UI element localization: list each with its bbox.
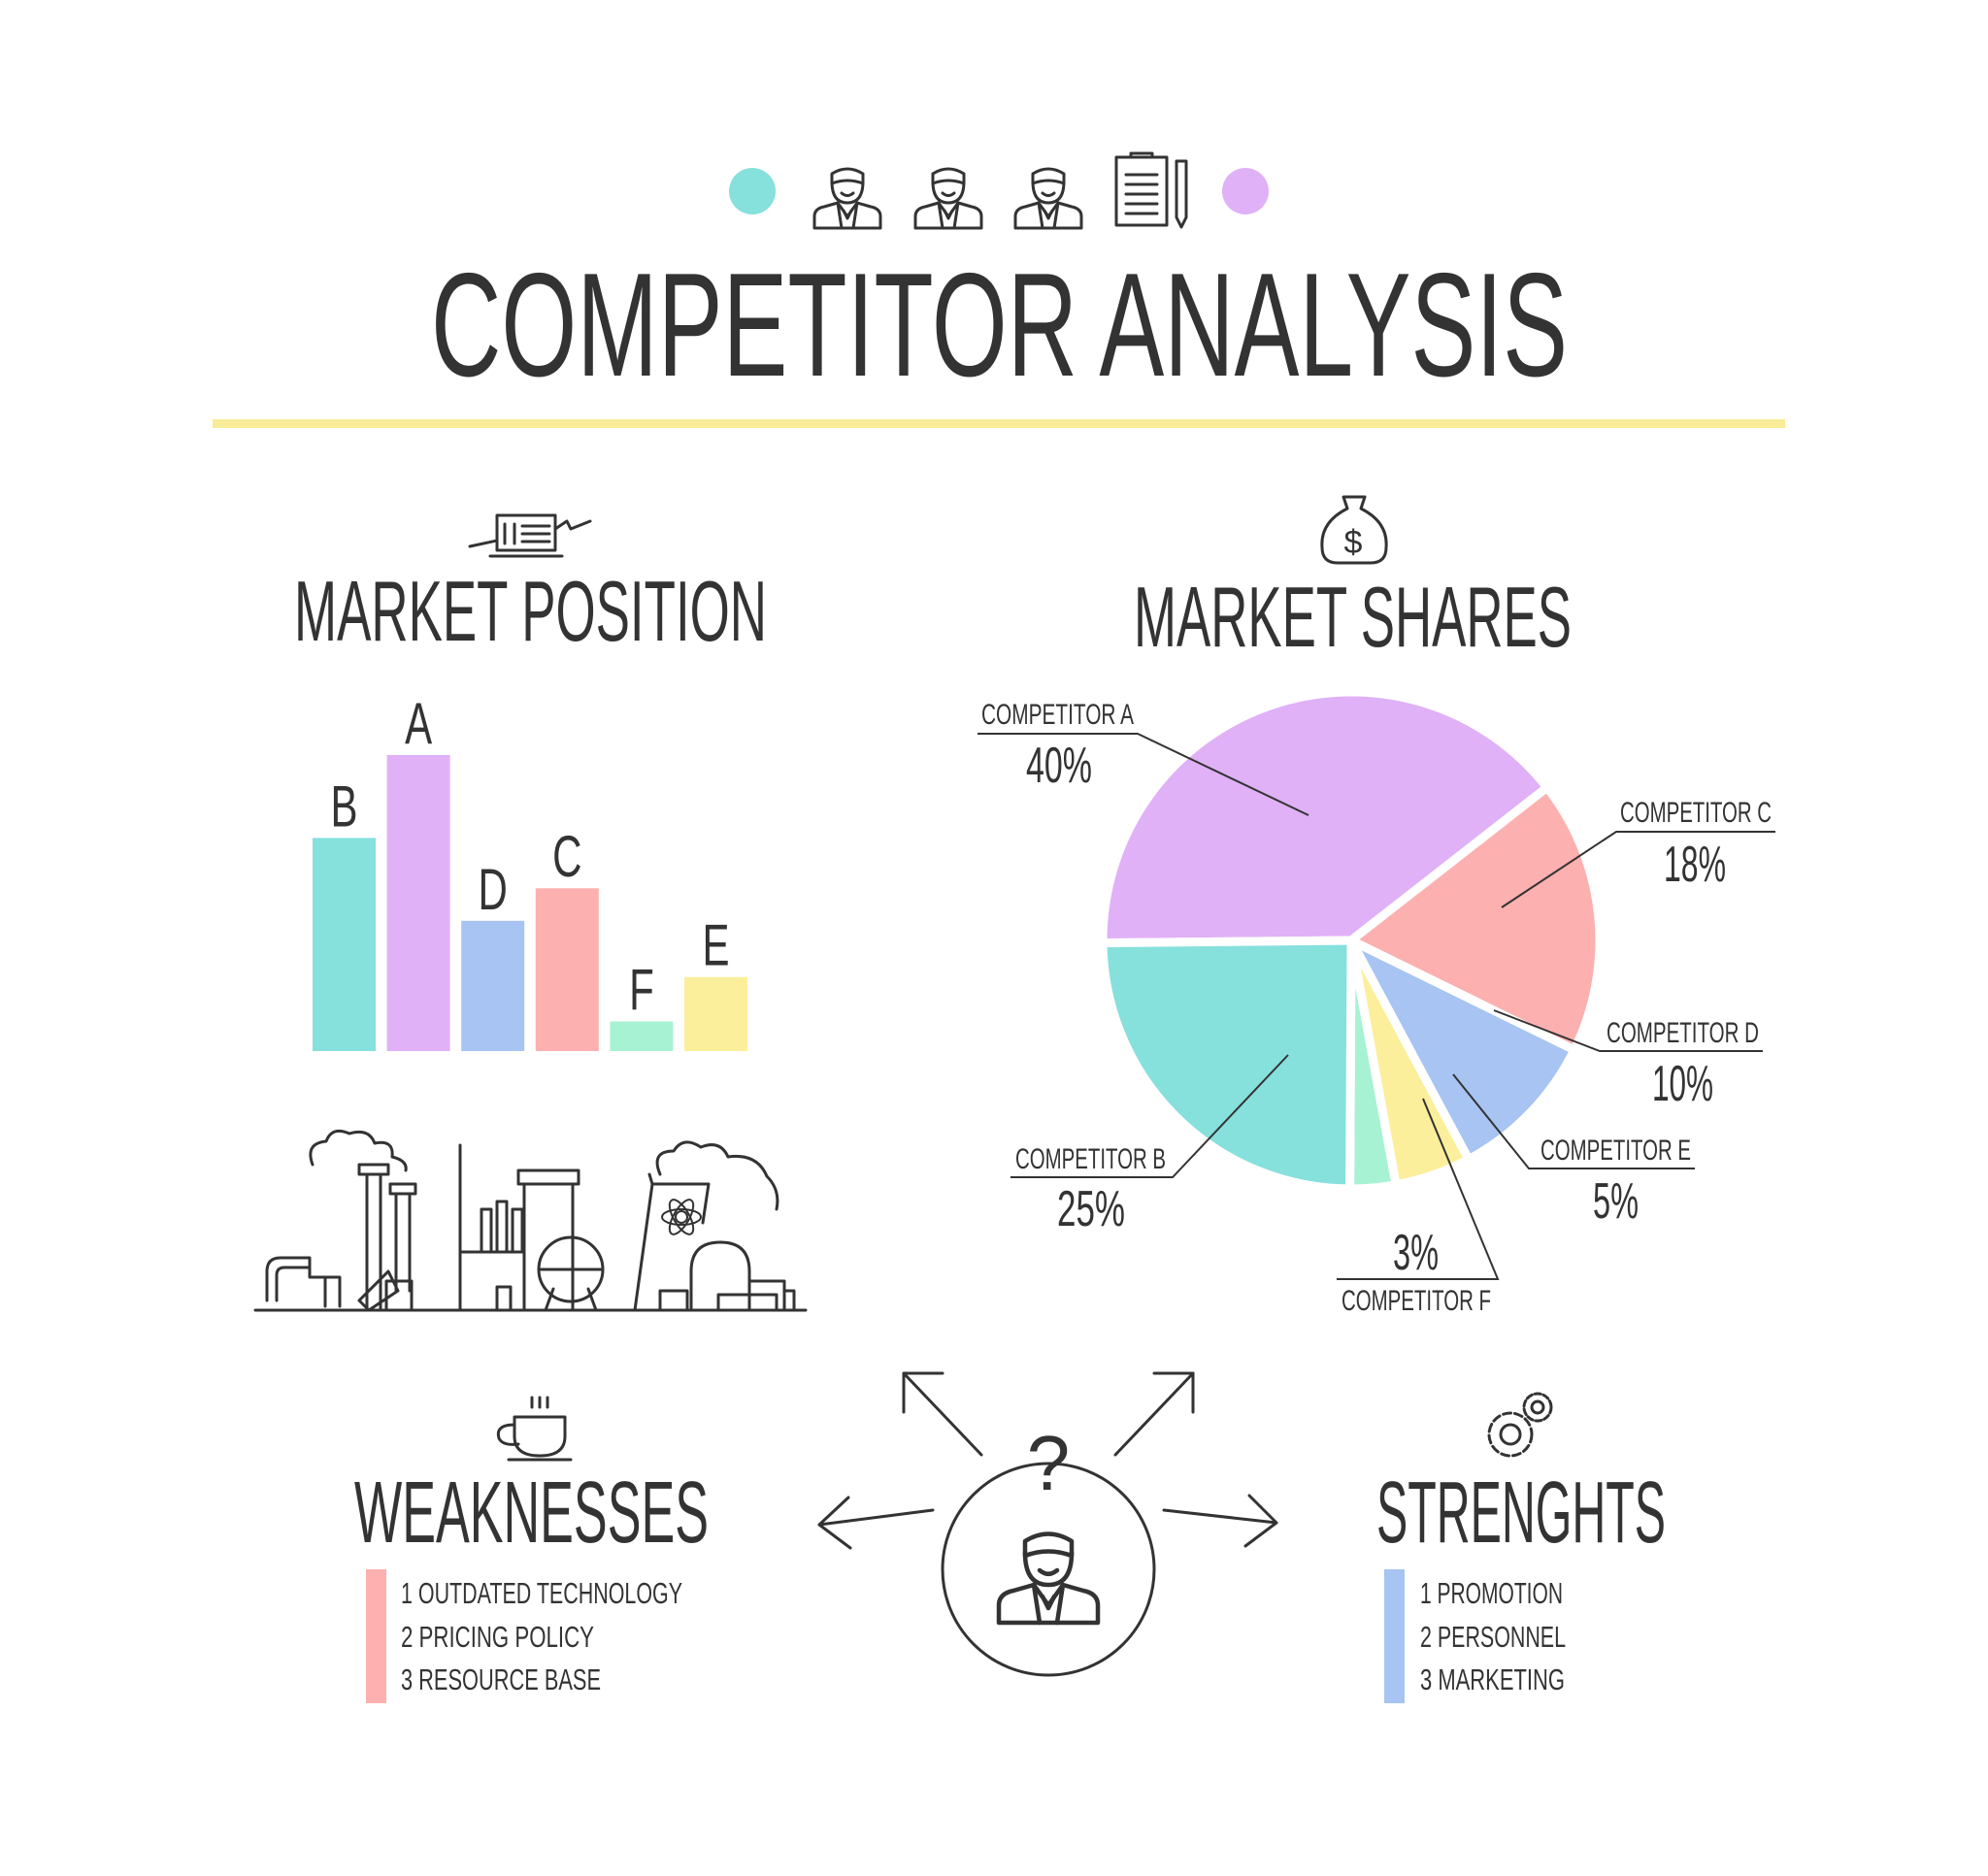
person-icon xyxy=(999,1534,1098,1624)
arrow-icon xyxy=(817,1496,935,1550)
slice-percent: 18% xyxy=(1664,837,1726,893)
pie-slice-competitor-d xyxy=(1346,936,1579,1165)
bar-B xyxy=(313,838,376,1051)
pie-slice-competitor-a xyxy=(1098,687,1552,948)
slice-label: COMPETITOR F xyxy=(1342,1285,1491,1317)
svg-text:$: $ xyxy=(1344,524,1363,561)
label-competitor-b: COMPETITOR B 25% xyxy=(1011,1054,1289,1237)
slice-percent: 3% xyxy=(1393,1225,1439,1281)
leader-line xyxy=(977,733,1309,816)
person-icon xyxy=(1013,167,1083,230)
slice-label: COMPETITOR E xyxy=(1541,1135,1691,1167)
arrow-icon xyxy=(902,1371,983,1457)
pie-labels: COMPETITOR A 40% COMPETITOR C 18% COMPET… xyxy=(977,699,1775,1317)
weakness-item: 3 RESOURCE BASE xyxy=(401,1662,601,1696)
bar-label: C xyxy=(552,824,581,889)
title-rule xyxy=(213,419,1785,428)
industrial-skyline-illustration xyxy=(253,1129,808,1312)
person-icon xyxy=(812,167,882,230)
slice-percent: 25% xyxy=(1057,1181,1125,1237)
slice-label: COMPETITOR B xyxy=(1015,1143,1166,1175)
clipboard-pencil-icon xyxy=(1114,151,1188,229)
money-bag-icon: $ xyxy=(1320,495,1388,565)
leader-line xyxy=(1501,831,1775,908)
label-competitor-c: COMPETITOR C 18% xyxy=(1501,797,1775,908)
bar-F xyxy=(610,1021,674,1051)
label-competitor-a: COMPETITOR A 40% xyxy=(977,699,1309,816)
slice-percent: 5% xyxy=(1593,1173,1639,1230)
pie-slice-competitor-c xyxy=(1346,782,1605,1055)
strength-item: 2 PERSONNEL xyxy=(1420,1620,1566,1654)
strengths-color-bar xyxy=(1384,1569,1405,1703)
leader-line xyxy=(1011,1054,1289,1178)
laptop-presentation-icon xyxy=(468,513,592,558)
weakness-item: 2 PRICING POLICY xyxy=(401,1620,594,1654)
slice-percent: 40% xyxy=(1026,738,1092,794)
teal-dot xyxy=(729,168,776,214)
slice-label: COMPETITOR C xyxy=(1620,797,1772,829)
strength-item: 3 MARKETING xyxy=(1420,1662,1565,1696)
bar-label: A xyxy=(405,691,432,756)
label-competitor-f: 3% COMPETITOR F xyxy=(1337,1098,1500,1317)
bar-label: D xyxy=(479,856,508,921)
slice-percent: 10% xyxy=(1652,1056,1713,1112)
slice-label: COMPETITOR D xyxy=(1607,1017,1759,1049)
strength-item: 1 PROMOTION xyxy=(1420,1576,1563,1610)
pie-chart xyxy=(1098,687,1605,1194)
slice-label: COMPETITOR A xyxy=(981,699,1134,731)
pie-slice-competitor-b xyxy=(1098,936,1356,1194)
bar-A xyxy=(386,755,450,1051)
leader-line xyxy=(1493,1009,1763,1052)
bar-label: B xyxy=(330,773,357,839)
arrow-icon xyxy=(1162,1494,1278,1548)
bar-label: E xyxy=(702,912,729,977)
question-mark: ? xyxy=(1027,1420,1071,1506)
weaknesses-title: WEAKNESSES xyxy=(354,1465,709,1562)
weakness-item: 1 OUTDATED TECHNOLOGY xyxy=(401,1576,682,1610)
label-competitor-e: COMPETITOR E 5% xyxy=(1452,1073,1695,1230)
market-position-title: MARKET POSITION xyxy=(294,563,767,659)
strengths-title: STRENGHTS xyxy=(1376,1465,1666,1562)
bar-chart: BA D C FE xyxy=(313,691,747,1051)
bar-label: F xyxy=(629,957,654,1022)
weaknesses-color-bar xyxy=(366,1569,386,1703)
center-graphic: ? xyxy=(817,1371,1278,1677)
coffee-cup-icon xyxy=(496,1396,573,1462)
center-circle xyxy=(941,1462,1156,1677)
bar-C xyxy=(535,888,599,1051)
gears-icon xyxy=(1487,1392,1553,1458)
bar-D xyxy=(461,920,525,1051)
purple-dot xyxy=(1222,168,1269,214)
person-icon xyxy=(913,167,983,230)
bar-E xyxy=(684,976,747,1051)
market-shares-title: MARKET SHARES xyxy=(1134,569,1572,665)
leader-line xyxy=(1337,1098,1500,1280)
leader-line xyxy=(1452,1073,1695,1169)
label-competitor-d: COMPETITOR D 10% xyxy=(1493,1009,1763,1112)
arrow-icon xyxy=(1113,1371,1195,1457)
page-title: COMPETITOR ANALYSIS xyxy=(431,243,1568,408)
